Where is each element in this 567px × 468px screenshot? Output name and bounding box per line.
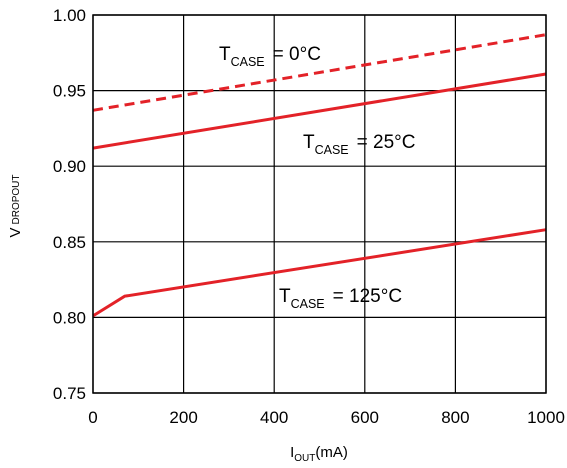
series-line-0 [92, 33, 547, 112]
annotation-125c: TCASE = 125°C [279, 286, 402, 311]
x-tick-label: 800 [441, 408, 469, 427]
x-axis-label: IOUT(mA) [290, 444, 348, 464]
y-tick-label: 0.80 [53, 308, 86, 327]
y-tick-label: 0.90 [53, 157, 86, 176]
annotation-25c: TCASE = 25°C [303, 132, 415, 157]
y-tick-label: 1.00 [53, 6, 86, 25]
series-line-2 [92, 228, 547, 318]
y-tick-labels: 0.75 0.80 0.85 0.90 0.95 1.00 [53, 6, 86, 403]
series-line-1 [92, 72, 547, 150]
x-tick-label: 1000 [527, 408, 565, 427]
y-tick-label: 0.75 [53, 384, 86, 403]
series-lines [92, 33, 547, 318]
y-tick-label: 0.85 [53, 233, 86, 252]
plot-frame [92, 14, 547, 394]
x-tick-label: 200 [169, 408, 197, 427]
x-tick-label: 600 [351, 408, 379, 427]
x-tick-label: 400 [260, 408, 288, 427]
x-tick-label: 0 [88, 408, 97, 427]
x-tick-labels: 0 200 400 600 800 1000 [88, 408, 565, 427]
annotation-0c: TCASE = 0°C [219, 44, 321, 69]
y-tick-label: 0.95 [53, 82, 86, 101]
y-axis-label: VDROPOUT [7, 174, 24, 237]
